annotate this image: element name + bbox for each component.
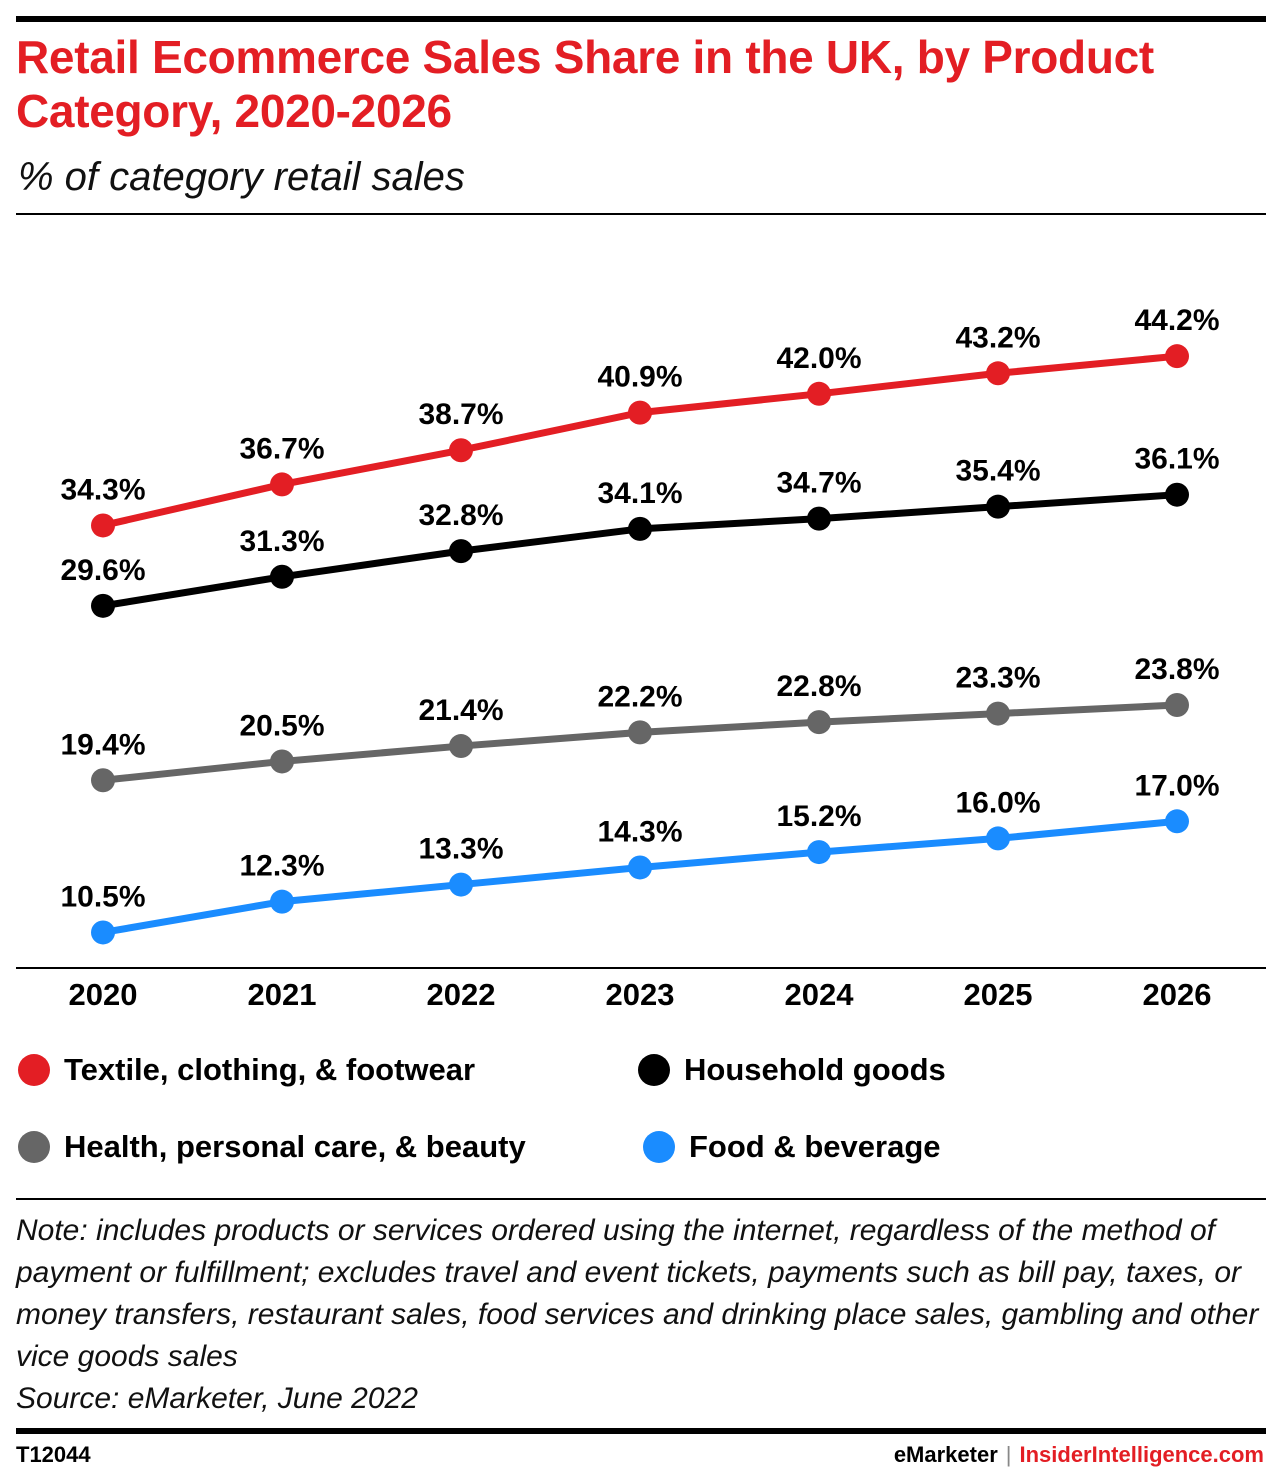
subtitle-rule <box>16 213 1266 215</box>
legend-label-food: Food & beverage <box>689 1129 941 1164</box>
data-point-3-2 <box>449 872 473 897</box>
data-label-0-4: 42.0% <box>776 342 861 375</box>
data-label-0-0: 34.3% <box>60 473 145 506</box>
source-text: Source: eMarketer, June 2022 <box>16 1382 418 1415</box>
x-tick-label-2023: 2023 <box>606 977 675 1012</box>
data-point-3-4 <box>807 840 831 865</box>
data-label-0-3: 40.9% <box>597 361 682 394</box>
data-point-3-1 <box>270 889 294 914</box>
data-label-0-5: 43.2% <box>955 321 1040 354</box>
data-label-3-2: 13.3% <box>418 833 503 866</box>
data-point-0-1 <box>270 472 294 497</box>
brand-footer: eMarketer | InsiderIntelligence.com <box>894 1442 1264 1468</box>
data-point-1-5 <box>986 494 1010 519</box>
data-label-1-3: 34.1% <box>597 477 682 510</box>
data-point-1-6 <box>1165 482 1189 507</box>
data-label-3-3: 14.3% <box>597 815 682 848</box>
legend-swatch-household <box>638 1054 670 1086</box>
data-point-2-2 <box>449 734 473 759</box>
data-label-3-6: 17.0% <box>1134 769 1219 802</box>
data-point-3-6 <box>1165 809 1189 834</box>
data-point-3-5 <box>986 826 1010 851</box>
x-tick-label-2026: 2026 <box>1143 977 1212 1012</box>
chart-note: Note: includes products or services orde… <box>16 1210 1266 1420</box>
data-label-2-6: 23.8% <box>1134 653 1219 686</box>
data-point-0-4 <box>807 381 831 406</box>
legend-label-textile: Textile, clothing, & footwear <box>64 1052 476 1087</box>
chart-id: T12044 <box>16 1442 91 1467</box>
data-point-2-3 <box>628 720 652 745</box>
data-point-1-4 <box>807 506 831 531</box>
legend-item-household: Household goods <box>638 1052 946 1088</box>
data-point-2-4 <box>807 710 831 735</box>
legend-swatch-health <box>18 1131 50 1163</box>
data-point-0-0 <box>91 513 115 538</box>
data-label-1-2: 32.8% <box>418 499 503 532</box>
data-label-3-5: 16.0% <box>955 786 1040 819</box>
data-label-1-5: 35.4% <box>955 455 1040 488</box>
data-label-2-3: 22.2% <box>597 680 682 713</box>
note-text: Note: includes products or services orde… <box>16 1214 1259 1373</box>
data-label-2-4: 22.8% <box>776 670 861 703</box>
data-point-0-3 <box>628 400 652 425</box>
note-rule <box>16 1198 1266 1200</box>
x-tick-label-2024: 2024 <box>785 977 855 1012</box>
data-point-2-5 <box>986 701 1010 726</box>
data-point-1-3 <box>628 516 652 541</box>
data-label-3-0: 10.5% <box>60 880 145 913</box>
legend-label-health: Health, personal care, & beauty <box>64 1129 526 1164</box>
data-point-1-2 <box>449 539 473 564</box>
bottom-rule <box>16 1428 1266 1434</box>
brand-separator: | <box>1005 1442 1012 1467</box>
legend-swatch-food <box>643 1131 675 1163</box>
data-label-0-2: 38.7% <box>418 398 503 431</box>
data-label-1-1: 31.3% <box>239 525 324 558</box>
chart-legend: Textile, clothing, & footwear Household … <box>0 1040 1280 1190</box>
legend-item-food: Food & beverage <box>643 1129 941 1165</box>
data-label-2-0: 19.4% <box>60 728 145 761</box>
legend-item-textile: Textile, clothing, & footwear <box>18 1052 475 1088</box>
data-label-2-2: 21.4% <box>418 694 503 727</box>
data-label-1-4: 34.7% <box>776 467 861 500</box>
data-label-0-1: 36.7% <box>239 432 324 465</box>
data-point-3-0 <box>91 920 115 945</box>
x-tick-label-2022: 2022 <box>427 977 496 1012</box>
data-point-1-1 <box>270 564 294 589</box>
chart-title: Retail Ecommerce Sales Share in the UK, … <box>16 31 1154 137</box>
line-chart: 2020 2021 2022 2023 2024 2025 2026 34.3% 36.7% 38… <box>16 304 1266 1012</box>
data-point-2-1 <box>270 749 294 774</box>
data-point-2-0 <box>91 768 115 793</box>
data-label-1-6: 36.1% <box>1134 443 1219 476</box>
x-tick-label-2025: 2025 <box>964 977 1033 1012</box>
x-tick-label-2020: 2020 <box>69 977 138 1012</box>
data-point-3-3 <box>628 855 652 880</box>
x-tick-label-2021: 2021 <box>248 977 317 1012</box>
data-label-3-4: 15.2% <box>776 800 861 833</box>
data-point-0-6 <box>1165 344 1189 369</box>
data-label-3-1: 12.3% <box>239 850 324 883</box>
data-point-2-6 <box>1165 693 1189 718</box>
data-point-1-0 <box>91 593 115 618</box>
data-label-0-6: 44.2% <box>1134 304 1219 337</box>
top-rule <box>16 16 1266 22</box>
legend-swatch-textile <box>18 1054 50 1086</box>
legend-label-household: Household goods <box>684 1052 946 1087</box>
data-label-2-1: 20.5% <box>239 709 324 742</box>
data-point-0-2 <box>449 438 473 463</box>
data-point-0-5 <box>986 361 1010 386</box>
brand-insider-intelligence: InsiderIntelligence.com <box>1019 1442 1264 1467</box>
legend-item-health: Health, personal care, & beauty <box>18 1129 526 1165</box>
data-label-1-0: 29.6% <box>60 554 145 587</box>
data-label-2-5: 23.3% <box>955 662 1040 695</box>
brand-emarketer: eMarketer <box>893 1442 998 1467</box>
chart-subtitle: % of category retail sales <box>18 155 465 199</box>
